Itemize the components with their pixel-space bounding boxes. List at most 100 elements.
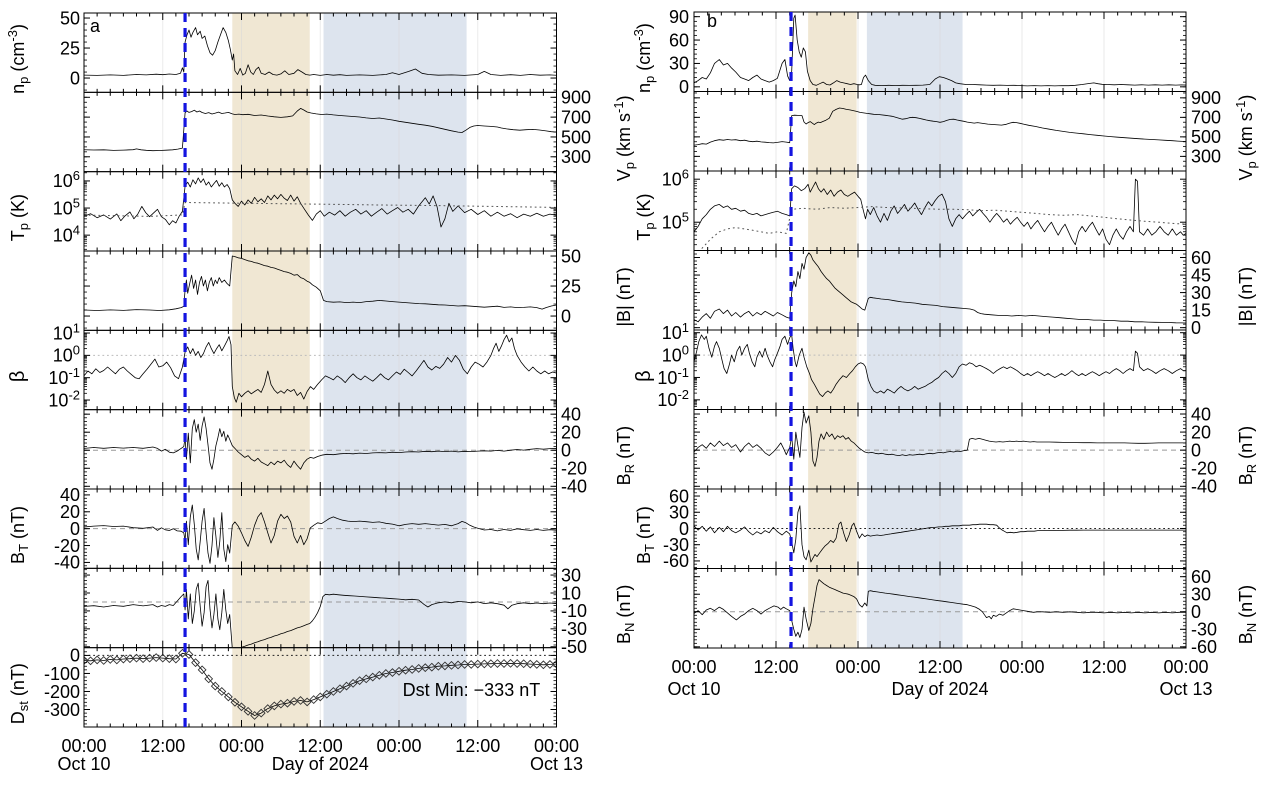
dst-diamond-marker — [374, 670, 384, 680]
panel-letter-b: b — [707, 11, 717, 31]
axis-name-tp-a: Tp (K) — [8, 194, 31, 241]
ytick-label-bt: -20 — [54, 536, 80, 556]
ytick-label-np: 0 — [679, 77, 689, 97]
axis-name-np-a: np (cm-3) — [5, 24, 31, 94]
ytick-label-beta: 100 — [662, 342, 689, 365]
dst-diamond-marker — [447, 660, 456, 670]
dst-diamond-marker — [237, 702, 246, 712]
ytick-label-bn: 10 — [561, 583, 581, 603]
axis-name-bn-b: BN (nT) — [1236, 585, 1259, 644]
xtick-label: 00:00 — [1163, 657, 1208, 677]
axis-name-bt-a: BT (nT) — [8, 506, 31, 564]
ytick-label-bt: 40 — [60, 485, 80, 505]
xtick-label: 00:00 — [376, 736, 421, 756]
dst-diamond-marker — [132, 653, 141, 663]
ytick-label-np: 60 — [669, 30, 689, 50]
ytick-label-br: 20 — [1191, 422, 1211, 442]
dst-diamond-marker — [243, 706, 253, 716]
xtick-label: 00:00 — [61, 736, 106, 756]
ytick-label-beta: 10-2 — [657, 387, 689, 410]
dst-diamond-marker — [230, 697, 240, 707]
dst-diamond-marker — [302, 697, 312, 707]
dst-diamond-marker — [473, 659, 483, 669]
ytick-label-beta: 10-1 — [657, 365, 689, 388]
axis-name-beta-b: β — [633, 370, 655, 382]
dst-diamond-marker — [401, 665, 410, 675]
dst-diamond-marker — [171, 654, 181, 664]
dst-diamond-marker — [158, 653, 168, 663]
series-b-B_T — [694, 505, 1186, 563]
axis-name-tp-b: Tp (K) — [634, 193, 657, 240]
dst-diamond-marker — [440, 661, 450, 671]
dst-diamond-marker — [335, 684, 345, 694]
dst-diamond-marker — [184, 650, 194, 659]
axis-name-beta-a: β — [7, 371, 29, 383]
ytick-label-dst: -300 — [44, 700, 80, 720]
dst-diamond-marker — [217, 687, 227, 696]
ytick-label-np: 50 — [60, 8, 80, 28]
dst-diamond-marker — [355, 676, 365, 686]
dst-diamond-marker — [368, 672, 378, 682]
axis-name-br-b: BR (nT) — [1236, 426, 1259, 485]
series-a-n_p — [84, 27, 556, 76]
dst-diamond-marker — [204, 674, 214, 684]
xtick-label: 12:00 — [1081, 657, 1126, 677]
dst-diamond-marker — [532, 659, 542, 669]
ytick-label-tp: 106 — [53, 168, 80, 191]
ytick-label-bt: 0 — [70, 519, 80, 539]
ytick-label-tp: 106 — [662, 166, 689, 189]
ytick-label-br: -40 — [1191, 477, 1217, 497]
dst-diamond-marker — [296, 696, 305, 705]
ytick-label-br: -20 — [561, 459, 587, 479]
ytick-label-bt: -40 — [54, 553, 80, 573]
ytick-label-bmag: 0 — [1191, 318, 1201, 338]
dst-diamond-marker — [145, 653, 155, 663]
xaxis-end-date: Oct 13 — [1159, 679, 1212, 699]
axis-name-vp-b: Vp (km s-1) — [1233, 95, 1259, 181]
xtick-label: 00:00 — [999, 657, 1044, 677]
ytick-label-bn: 60 — [1191, 567, 1211, 587]
axis-name-br-a: BR (nT) — [614, 426, 637, 485]
ytick-label-bmag: 25 — [561, 276, 581, 296]
ytick-label-bmag: 50 — [561, 246, 581, 266]
ytick-label-bn: -30 — [561, 619, 587, 639]
ytick-label-bn: -30 — [1191, 620, 1217, 640]
ytick-label-vp: 700 — [561, 107, 591, 127]
ytick-label-br: -40 — [561, 477, 587, 497]
series-a-T_p — [84, 177, 556, 228]
series-a-B_T — [84, 504, 556, 564]
dst-diamond-marker — [105, 654, 115, 664]
axis-name-bmag-a: |B| (nT) — [614, 267, 634, 326]
ytick-label-beta: 101 — [53, 320, 80, 343]
xaxis-title: Day of 2024 — [272, 754, 369, 774]
dst-diamond-marker — [118, 654, 128, 664]
ytick-label-bt: -60 — [663, 551, 689, 571]
ytick-label-br: 20 — [561, 423, 581, 443]
dst-diamond-marker — [210, 681, 220, 691]
series-b-B_N — [694, 579, 1186, 638]
axis-name-vp-a: Vp (km s-1) — [611, 95, 637, 181]
dst-diamond-marker — [151, 653, 161, 663]
dst-diamond-marker — [433, 661, 443, 671]
ytick-label-dst: -100 — [44, 664, 80, 684]
ytick-label-bn: 30 — [1191, 585, 1211, 605]
ytick-label-bt: -30 — [663, 535, 689, 555]
panel-a-dst: 0-100-200-300 Dst (nT) — [8, 646, 557, 728]
ytick-label-vp: 500 — [561, 127, 591, 147]
ytick-label-bt: 0 — [679, 519, 689, 539]
dst-diamond-marker — [460, 659, 470, 669]
ytick-label-beta: 100 — [53, 343, 80, 366]
xaxis-title: Day of 2024 — [891, 679, 988, 699]
dst-diamond-marker — [519, 659, 529, 669]
series-b-V_p — [694, 107, 1186, 146]
ytick-label-vp: 500 — [1191, 127, 1221, 147]
panel-letter-a: a — [90, 16, 101, 36]
